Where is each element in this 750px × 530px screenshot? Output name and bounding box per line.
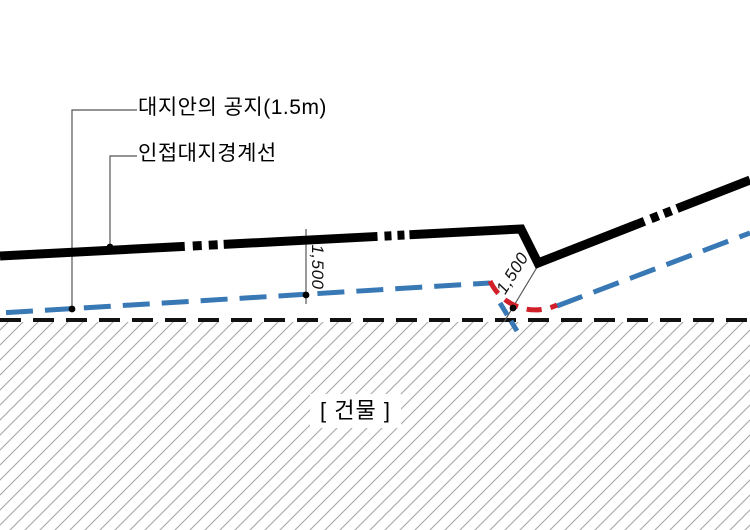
setback-line-notch <box>497 301 520 333</box>
label-boundary: 인접대지경계선 <box>138 142 277 165</box>
corner-radius-arc <box>487 279 559 313</box>
dimension-text-vertical: 1,500 <box>308 244 327 289</box>
adjacent-site-boundary-line <box>0 175 750 269</box>
setback-line-left <box>0 280 491 316</box>
leader-line-setback <box>71 109 137 309</box>
label-building: [ 건물 ] <box>310 394 401 428</box>
leader-dot-boundary <box>106 243 114 251</box>
setback-line-right <box>556 230 750 309</box>
dimension-dot-diagonal <box>509 304 517 312</box>
label-setback: 대지안의 공지(1.5m) <box>138 96 327 119</box>
leader-dot-setback <box>68 305 76 313</box>
dimension-line-diagonal <box>503 258 543 323</box>
leader-line-boundary <box>109 155 137 247</box>
dimension-dot-vertical <box>302 291 310 299</box>
